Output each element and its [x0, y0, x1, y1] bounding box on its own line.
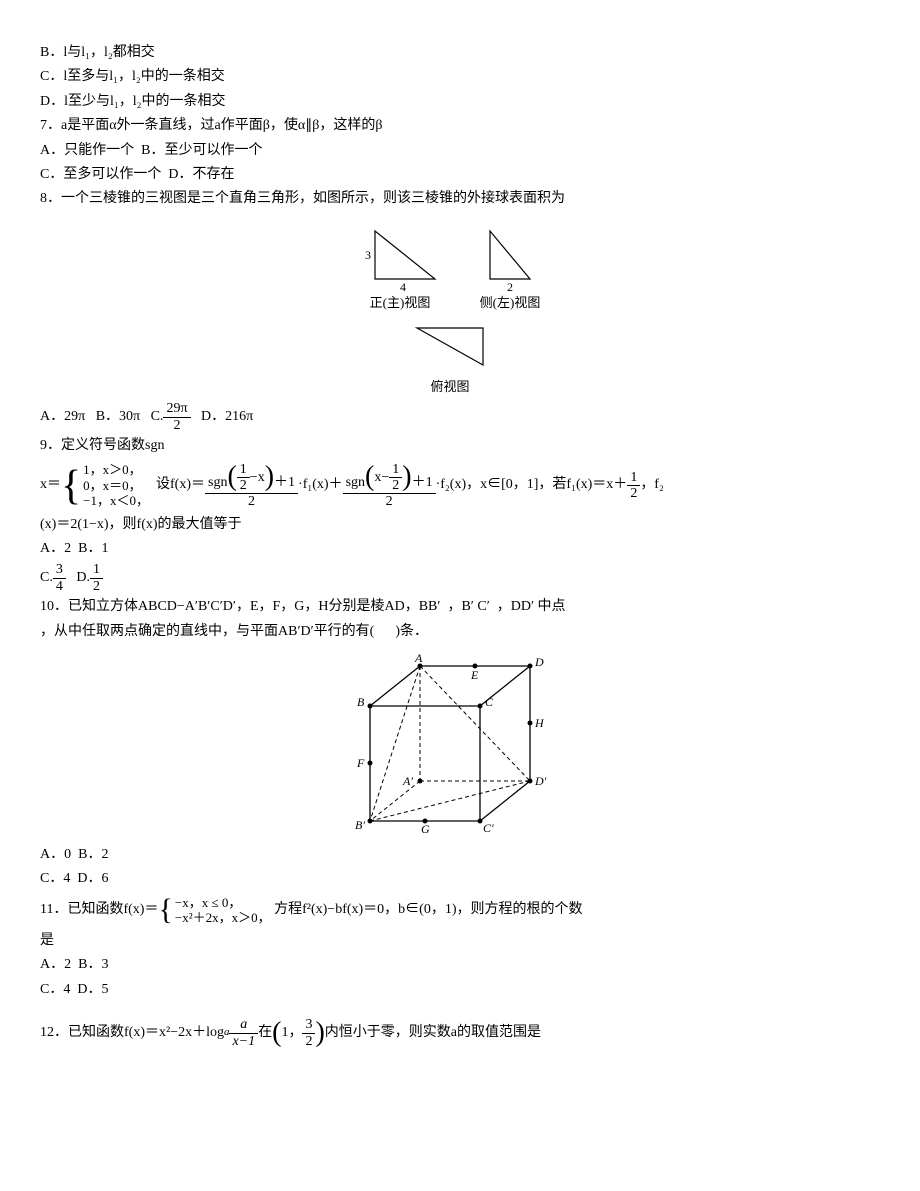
- top-view-icon: [405, 320, 495, 375]
- top-view-caption: 俯视图: [430, 377, 469, 398]
- front-view-icon: 3 4: [355, 221, 445, 291]
- svg-text:A′: A′: [402, 774, 413, 788]
- svg-text:E: E: [470, 668, 479, 682]
- q9-line2: (x)＝2(1−x)，则f(x)的最大值等于: [40, 514, 860, 536]
- q9-ab: A．2 B．1: [40, 538, 860, 560]
- q9-cd: C.34 D.12: [40, 562, 860, 594]
- front-view-caption: 正(主)视图: [370, 293, 431, 314]
- q6-b: B．l与l₁，l₂都相交: [40, 42, 860, 64]
- q11-cd: C．4 D．5: [40, 979, 860, 1001]
- svg-text:B: B: [357, 695, 365, 709]
- q6-d: D．l至少与l₁，l₂中的一条相交: [40, 91, 860, 113]
- cube-diagram: A D B C A′ D′ B′ C′ E F G H: [335, 651, 565, 836]
- svg-text:G: G: [421, 822, 430, 836]
- q7-cd: C．至多可以作一个 D．不存在: [40, 164, 860, 186]
- q6-c: C．l至多与l₁，l₂中的一条相交: [40, 66, 860, 88]
- side-view-caption: 侧(左)视图: [480, 293, 541, 314]
- q12-stem: 12．已知函数f(x)＝x²−2x＋loga ax−1 在 ( 1， 32 ) …: [40, 1017, 860, 1049]
- svg-text:D′: D′: [534, 774, 547, 788]
- q8-options: A．29π B．30π C.29π2 D．216π: [40, 401, 860, 433]
- svg-text:B′: B′: [355, 818, 365, 832]
- q8-views-row1: 3 4 正(主)视图 2 侧(左)视图: [40, 221, 860, 314]
- side-view-icon: 2: [475, 221, 545, 291]
- svg-text:C′: C′: [483, 821, 494, 835]
- q10-stem1: 10．已知立方体ABCD−A′B′C′D′，E，F，G，H分别是棱AD，BB′ …: [40, 596, 860, 618]
- q11-stem: 11．已知函数f(x)＝ { −x，x ≤ 0， −x²＋2x，x＞0， 方程f…: [40, 895, 860, 926]
- q7-ab: A．只能作一个 B．至少可以作一个: [40, 140, 860, 162]
- svg-text:C: C: [485, 695, 494, 709]
- q10-cd: C．4 D．6: [40, 868, 860, 890]
- q10-ab: A．0 B．2: [40, 844, 860, 866]
- q9-definition: x＝ { 1，x＞0， 0，x＝0， −1，x＜0， 设f(x)＝ sgn(12…: [40, 462, 860, 510]
- svg-text:H: H: [534, 716, 545, 730]
- svg-text:F: F: [356, 756, 365, 770]
- q11-stem2: 是: [40, 930, 860, 952]
- q8-stem: 8．一个三棱锥的三视图是三个直角三角形，如图所示，则该三棱锥的外接球表面积为: [40, 188, 860, 210]
- q9-stem: 9．定义符号函数sgn: [40, 435, 860, 457]
- q8-views-row2: 俯视图: [40, 320, 860, 398]
- svg-text:4: 4: [400, 280, 406, 291]
- q10-stem2: ，从中任取两点确定的直线中，与平面AB′D′平行的有( )条．: [40, 621, 860, 643]
- q7-stem: 7．a是平面α外一条直线，过a作平面β，使α∥β，这样的β: [40, 115, 860, 137]
- q11-ab: A．2 B．3: [40, 954, 860, 976]
- svg-text:D: D: [534, 655, 544, 669]
- svg-text:2: 2: [507, 280, 513, 291]
- svg-text:A: A: [414, 651, 423, 665]
- svg-text:3: 3: [365, 248, 371, 262]
